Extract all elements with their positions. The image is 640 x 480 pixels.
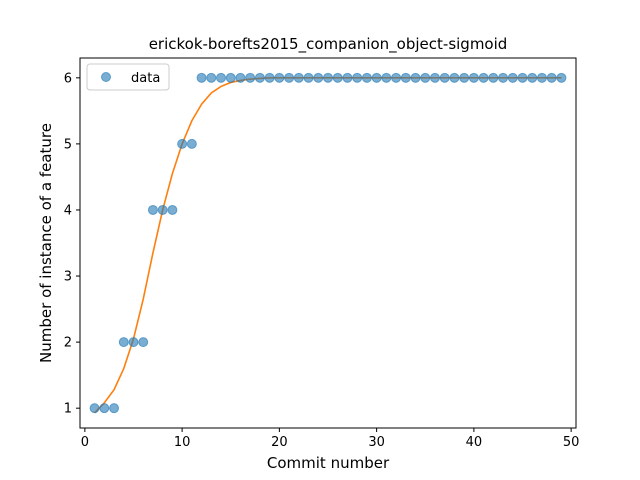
data-point bbox=[429, 72, 440, 83]
data-point bbox=[507, 72, 518, 83]
x-axis-ticks: 0 10 20 30 40 50 bbox=[81, 428, 580, 450]
data-point bbox=[138, 337, 149, 348]
data-point bbox=[157, 204, 168, 215]
data-point bbox=[284, 72, 295, 83]
data-point bbox=[313, 72, 324, 83]
legend-box bbox=[86, 63, 170, 91]
y-tick-label: 5 bbox=[64, 137, 72, 152]
data-point bbox=[400, 72, 411, 83]
data-point bbox=[498, 72, 509, 83]
data-point bbox=[488, 72, 499, 83]
y-tick-label: 4 bbox=[64, 203, 72, 218]
data-point bbox=[410, 72, 421, 83]
data-point bbox=[303, 72, 314, 83]
data-point bbox=[167, 204, 178, 215]
data-point bbox=[177, 138, 188, 149]
data-point bbox=[449, 72, 460, 83]
y-axis-label: Number of instance of a feature bbox=[37, 123, 55, 363]
data-point bbox=[556, 72, 567, 83]
data-point bbox=[468, 72, 479, 83]
data-point bbox=[439, 72, 450, 83]
data-point bbox=[381, 72, 392, 83]
data-point bbox=[546, 72, 557, 83]
legend-label-data: data bbox=[131, 71, 160, 86]
y-tick-label: 2 bbox=[64, 336, 72, 351]
y-tick-label: 3 bbox=[64, 270, 72, 285]
x-axis-label: Commit number bbox=[267, 454, 390, 472]
data-point bbox=[245, 72, 256, 83]
data-point bbox=[196, 72, 207, 83]
data-point bbox=[186, 138, 197, 149]
data-point bbox=[342, 72, 353, 83]
data-point bbox=[391, 72, 402, 83]
data-point bbox=[420, 72, 431, 83]
data-points-layer bbox=[89, 72, 567, 414]
data-point bbox=[128, 337, 139, 348]
data-point bbox=[147, 204, 158, 215]
data-point bbox=[225, 72, 236, 83]
legend: data bbox=[86, 63, 170, 91]
data-point bbox=[216, 72, 227, 83]
data-point bbox=[527, 72, 538, 83]
chart-title: erickok-borefts2015_companion_object-sig… bbox=[149, 35, 508, 54]
data-point bbox=[293, 72, 304, 83]
data-point bbox=[206, 72, 217, 83]
data-point bbox=[332, 72, 343, 83]
x-tick-label: 20 bbox=[271, 435, 288, 450]
x-tick-label: 30 bbox=[368, 435, 385, 450]
data-point bbox=[478, 72, 489, 83]
data-point bbox=[235, 72, 246, 83]
data-point bbox=[536, 72, 547, 83]
data-point bbox=[274, 72, 285, 83]
data-point bbox=[459, 72, 470, 83]
data-point bbox=[99, 403, 110, 414]
x-tick-label: 50 bbox=[563, 435, 580, 450]
data-point bbox=[371, 72, 382, 83]
data-point bbox=[361, 72, 372, 83]
y-axis-ticks: 1 2 3 4 5 6 bbox=[64, 71, 80, 417]
data-point bbox=[352, 72, 363, 83]
x-tick-label: 10 bbox=[174, 435, 191, 450]
data-point bbox=[109, 403, 120, 414]
data-point bbox=[517, 72, 528, 83]
plot-frame bbox=[79, 57, 577, 429]
y-tick-label: 1 bbox=[64, 402, 72, 417]
x-tick-label: 40 bbox=[466, 435, 483, 450]
data-point bbox=[254, 72, 265, 83]
data-point bbox=[264, 72, 275, 83]
y-tick-label: 6 bbox=[64, 71, 72, 86]
data-point bbox=[89, 403, 100, 414]
legend-marker-data bbox=[101, 72, 111, 82]
data-point bbox=[323, 72, 333, 83]
x-tick-label: 0 bbox=[81, 435, 89, 450]
data-point bbox=[118, 337, 129, 348]
